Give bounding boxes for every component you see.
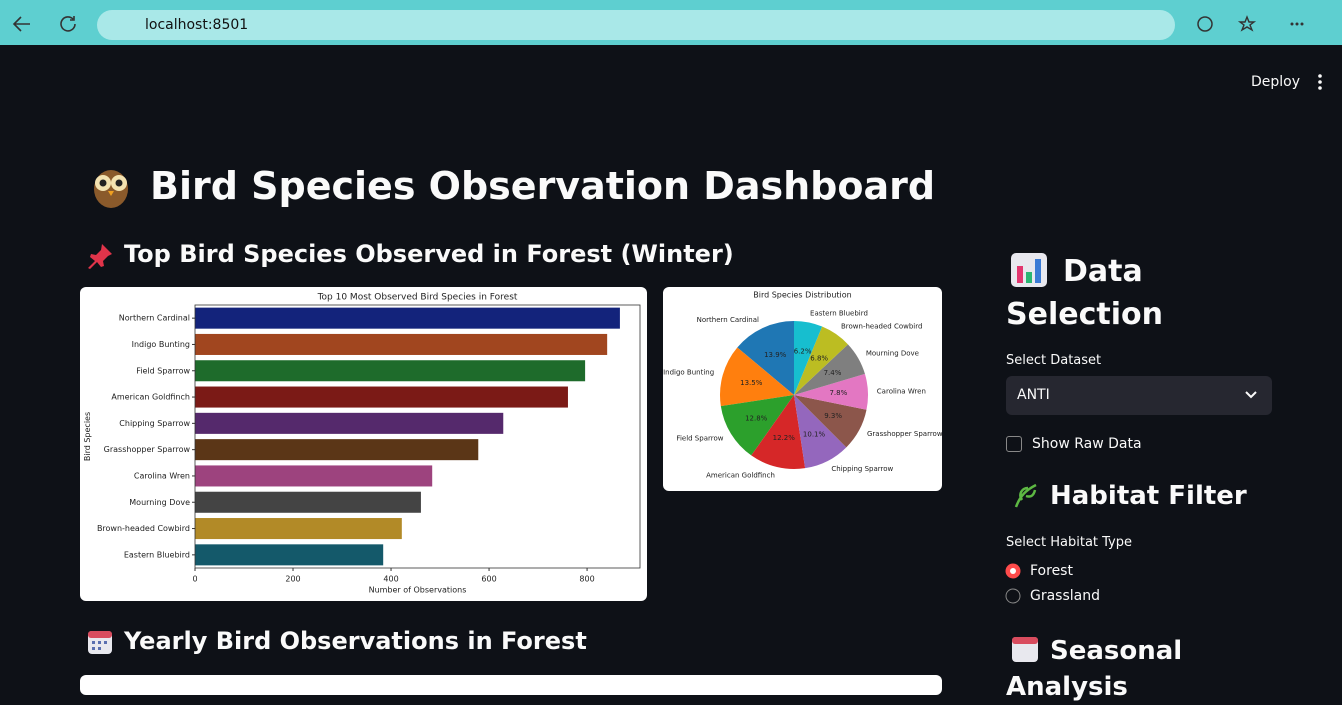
bar (195, 360, 586, 382)
sidebar-heading: Data Selection (1006, 254, 1163, 332)
bar (195, 544, 384, 566)
slice-percent: 12.8% (745, 414, 768, 422)
y-tick-label: Grasshopper Sparrow (104, 445, 191, 454)
radio-buttons[interactable] (1005, 563, 1023, 605)
slice-label: Field Sparrow (676, 435, 723, 443)
slice-percent: 9.3% (824, 412, 842, 420)
bar (195, 412, 504, 434)
slice-label: Northern Cardinal (697, 316, 759, 324)
checkbox[interactable] (1006, 436, 1022, 452)
nav-icons (12, 16, 76, 32)
calendar-icon (1012, 637, 1038, 662)
field-label: Select Habitat Type (1006, 535, 1132, 550)
radio-label: Grassland (1030, 588, 1100, 604)
pie-slice (794, 326, 848, 395)
y-tick-label: Chipping Sparrow (119, 419, 190, 428)
y-tick-label: Eastern Bluebird (124, 550, 190, 559)
x-tick-label: 0 (192, 575, 197, 584)
select-value: ANTI (1017, 387, 1050, 403)
pin-icon (88, 244, 112, 269)
section-heading: Top Bird Species Observed in Forest (Win… (124, 240, 734, 268)
bar (195, 491, 421, 513)
section-heading: Yearly Bird Observations in Forest (124, 627, 587, 655)
bar (195, 439, 479, 461)
slice-percent: 13.9% (764, 351, 787, 359)
slice-label: Mourning Dove (866, 350, 919, 358)
slice-label: Grasshopper Sparrow (867, 430, 942, 438)
bar (195, 333, 608, 355)
y-tick-label: Mourning Dove (129, 498, 190, 507)
x-tick-label: 800 (579, 575, 594, 584)
slice-label: Carolina Wren (877, 387, 926, 395)
leaf-icon (1014, 483, 1037, 508)
bar (195, 465, 433, 487)
chart-title: Top 10 Most Observed Bird Species in For… (317, 293, 518, 303)
calendar-icon (88, 631, 112, 654)
bar-chart-card: Top 10 Most Observed Bird Species in For… (80, 287, 647, 601)
pie-chart-card: Bird Species Distribution Northern Cardin… (663, 287, 943, 491)
y-tick-label: Northern Cardinal (119, 314, 190, 323)
slice-label: Brown-headed Cowbird (841, 323, 922, 331)
dashboard-title: Bird Species Observation Dashboard (150, 164, 936, 208)
pie-slice (794, 395, 867, 448)
pie-slice (794, 321, 823, 395)
bar (195, 518, 402, 540)
pie-slice (720, 395, 794, 456)
slice-percent: 6.8% (810, 354, 828, 362)
pie-slice (720, 347, 794, 407)
slice-percent: 12.2% (773, 434, 796, 442)
plot-frame (194, 304, 641, 569)
dataset-select[interactable]: ANTI (1006, 376, 1272, 415)
x-axis-label: Number of Observations (369, 586, 467, 595)
y-tick-label: Brown-headed Cowbird (97, 524, 190, 533)
y-tick-label: American Goldfinch (111, 393, 190, 402)
pie-slice (794, 344, 865, 395)
radio-label: Forest (1030, 563, 1073, 579)
slice-label: Eastern Bluebird (810, 310, 868, 318)
checkbox-label: Show Raw Data (1032, 436, 1142, 452)
pie-slice (737, 321, 794, 395)
deploy-button[interactable]: Deploy (1251, 74, 1301, 90)
x-tick-label: 400 (383, 575, 398, 584)
chevron (1245, 391, 1257, 399)
slice-label: Chipping Sparrow (831, 465, 893, 473)
slice-percent: 6.2% (794, 347, 812, 355)
url-text: localhost:8501 (145, 17, 249, 33)
pie-slice (751, 395, 806, 469)
slice-label: Indigo Bunting (663, 369, 714, 377)
y-tick-label: Field Sparrow (136, 366, 190, 375)
y-tick-label: Carolina Wren (134, 471, 190, 480)
owl-icon (94, 170, 128, 208)
sidebar-heading: Habitat Filter (1050, 481, 1247, 511)
x-tick-label: 200 (285, 575, 300, 584)
address-bar[interactable]: localhost:8501 (97, 10, 1175, 40)
menu-icon[interactable] (1314, 72, 1326, 92)
pie-slice (794, 395, 847, 469)
field-label: Select Dataset (1006, 353, 1102, 368)
browser-icons (1197, 15, 1304, 32)
browser-bar: localhost:8501 (0, 0, 1342, 45)
bar (195, 386, 568, 408)
chart-card (80, 675, 942, 695)
slice-percent: 10.1% (803, 431, 826, 439)
slice-percent: 7.4% (824, 369, 842, 377)
pie-slice (794, 373, 868, 410)
bar (195, 307, 620, 329)
x-tick-label: 600 (481, 575, 496, 584)
slice-percent: 13.5% (740, 379, 763, 387)
slice-label: American Goldfinch (706, 472, 775, 480)
bar-chart: Top 10 Most Observed Bird Species in For… (83, 293, 641, 595)
slice-percent: 7.8% (829, 389, 847, 397)
y-axis-label: Bird Species (83, 412, 92, 461)
chart-title: Bird Species Distribution (753, 291, 851, 300)
pie-chart: Bird Species Distribution Northern Cardin… (663, 291, 943, 480)
chart-icon (1011, 253, 1047, 287)
sidebar-heading: Seasonal Analysis (1006, 636, 1183, 702)
y-tick-label: Indigo Bunting (132, 340, 190, 349)
